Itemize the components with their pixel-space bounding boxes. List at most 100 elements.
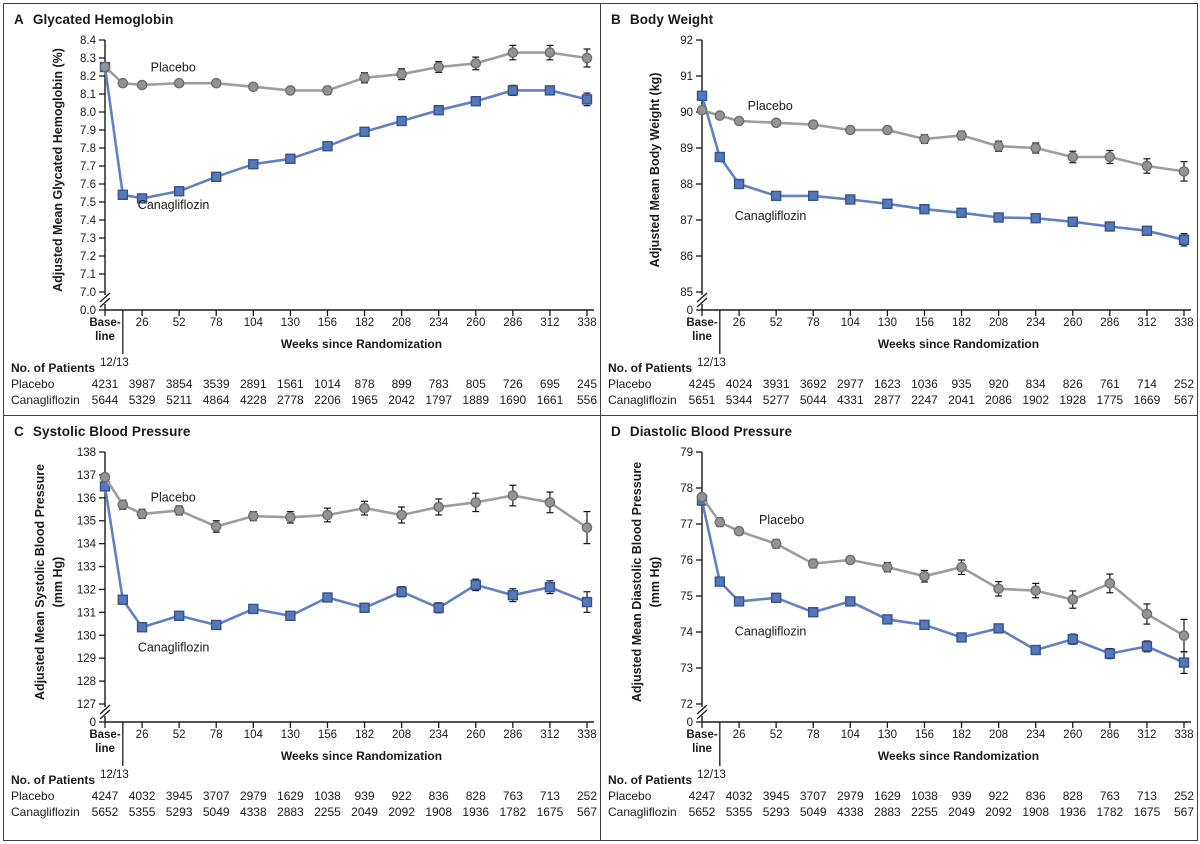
x-tick-label: 260: [466, 317, 485, 329]
x-tick-label: 78: [210, 317, 223, 329]
data-point-circle: [1178, 166, 1190, 177]
patients-count: 878: [355, 377, 375, 391]
data-point-square: [433, 602, 444, 613]
data-point-circle: [396, 509, 407, 521]
patients-count: 2255: [911, 805, 938, 819]
patients-count: 5049: [800, 805, 827, 819]
data-point-square: [993, 623, 1004, 634]
data-point-circle: [696, 491, 708, 503]
series-label-canagliflozin: Canagliflozin: [138, 640, 210, 654]
series-canagliflozin: Canagliflozin: [99, 61, 593, 212]
x-tick-label: 234: [1026, 729, 1046, 741]
y-axis-label: Adjusted Mean Systolic Blood Pressure (mm…: [33, 464, 65, 700]
patients-count: 1908: [425, 805, 452, 819]
y-axis-label: Adjusted Mean Body Weight (kg): [648, 73, 662, 268]
panel-letter: C: [14, 424, 24, 439]
data-point-circle: [99, 471, 111, 483]
panel-letter: B: [611, 12, 621, 27]
y-tick-label: 131: [77, 607, 96, 619]
x-tick-label-baseline: Base-: [89, 729, 120, 741]
patients-count: 1623: [874, 377, 901, 391]
x-tick-label: 234: [429, 729, 449, 741]
data-point-square: [322, 592, 333, 603]
y-tick-label: 92: [680, 35, 693, 47]
y-tick-label: 7.0: [80, 287, 96, 299]
data-point-square: [1067, 216, 1078, 228]
data-point-square: [117, 594, 129, 605]
x-tick-label: 156: [915, 317, 934, 329]
data-point-circle: [99, 61, 111, 73]
patients-count: 4024: [726, 377, 753, 391]
y-axis: 138 137 136 135 134 133 132 131 130 129 128 127 0: [77, 447, 111, 729]
data-point-circle: [322, 85, 333, 96]
data-point-square: [1141, 641, 1153, 652]
data-point-square: [696, 90, 708, 101]
patients-count: 4864: [203, 393, 230, 407]
patients-count: 5049: [203, 805, 230, 819]
data-point-square: [211, 619, 222, 631]
data-point-square: [581, 94, 593, 105]
series-markers: [696, 491, 1190, 641]
patients-count: 5293: [166, 805, 193, 819]
patients-count: 3945: [166, 789, 193, 803]
patients-row-label: Placebo: [608, 789, 652, 803]
x-tick-label: 234: [429, 317, 449, 329]
y-tick-label: 72: [680, 699, 693, 711]
data-point-circle: [581, 52, 593, 64]
y-axis-label: Adjusted Mean Glycated Hemoglobin (%): [51, 48, 65, 292]
panel-d: D Diastolic Blood Pressure Adjusted Mean …: [601, 416, 1197, 840]
y-tick-label: 88: [680, 179, 693, 191]
x-tick-label: 182: [355, 317, 374, 329]
patients-count: 2092: [388, 805, 415, 819]
y-tick-label: 8.4: [80, 35, 97, 47]
x-tick-label: 130: [281, 317, 300, 329]
panel-title-text: Glycated Hemoglobin: [32, 12, 174, 27]
patients-count: 763: [1100, 789, 1120, 803]
x-tick-label-baseline: Base-: [686, 317, 717, 329]
data-point-square: [882, 614, 893, 625]
patients-table: No. of Patients Placebo 4247 4032 3945 3707 29…: [11, 773, 597, 819]
patients-heading: No. of Patients: [11, 773, 95, 787]
x-axis-title: Weeks since Randomization: [281, 337, 442, 351]
x-tick-label: 52: [770, 317, 783, 329]
y-tick-label: 7.4: [80, 215, 97, 227]
patients-count: 826: [1063, 377, 1083, 391]
patients-count: 2979: [240, 789, 267, 803]
patients-count: 834: [1026, 377, 1046, 391]
patients-count: 1669: [1134, 393, 1161, 407]
x-tick-label: 52: [173, 729, 186, 741]
patients-count: 2049: [948, 805, 975, 819]
y-tick-label: 132: [77, 584, 96, 596]
patients-row-label: Canagliflozin: [608, 805, 677, 819]
data-point-square: [1104, 648, 1116, 659]
x-tick-label: 26: [136, 317, 149, 329]
patients-row-label: Canagliflozin: [608, 393, 677, 407]
data-point-square: [507, 589, 519, 601]
patients-count: 252: [577, 789, 597, 803]
y-tick-label: 78: [680, 483, 693, 495]
y-tick-label: 79: [680, 447, 693, 459]
y-tick-label: 74: [680, 627, 693, 639]
x-tick-label: 52: [173, 317, 186, 329]
y-tick-label: 127: [77, 699, 96, 711]
x-tick-label: 234: [1026, 317, 1046, 329]
x-tick-label: 312: [1137, 317, 1156, 329]
data-point-square: [211, 171, 222, 183]
data-point-square: [714, 576, 726, 587]
patients-count: 920: [989, 377, 1009, 391]
data-point-circle: [845, 124, 856, 136]
patients-count: 805: [466, 377, 486, 391]
patients-heading: No. of Patients: [11, 361, 95, 375]
data-point-circle: [1141, 608, 1153, 620]
data-point-circle: [1178, 630, 1190, 641]
data-point-square: [544, 581, 556, 593]
data-point-square: [173, 185, 185, 197]
data-point-square: [714, 151, 726, 163]
x-tick-label: 260: [1063, 317, 1082, 329]
patients-count: 2883: [874, 805, 901, 819]
series-canagliflozin: Canagliflozin: [696, 495, 1190, 674]
y-axis: 79 78 77 76 75 74 73 72 0: [680, 447, 708, 729]
patients-count: 245: [577, 377, 597, 391]
patients-count: 567: [577, 805, 597, 819]
patients-count: 2883: [277, 805, 304, 819]
